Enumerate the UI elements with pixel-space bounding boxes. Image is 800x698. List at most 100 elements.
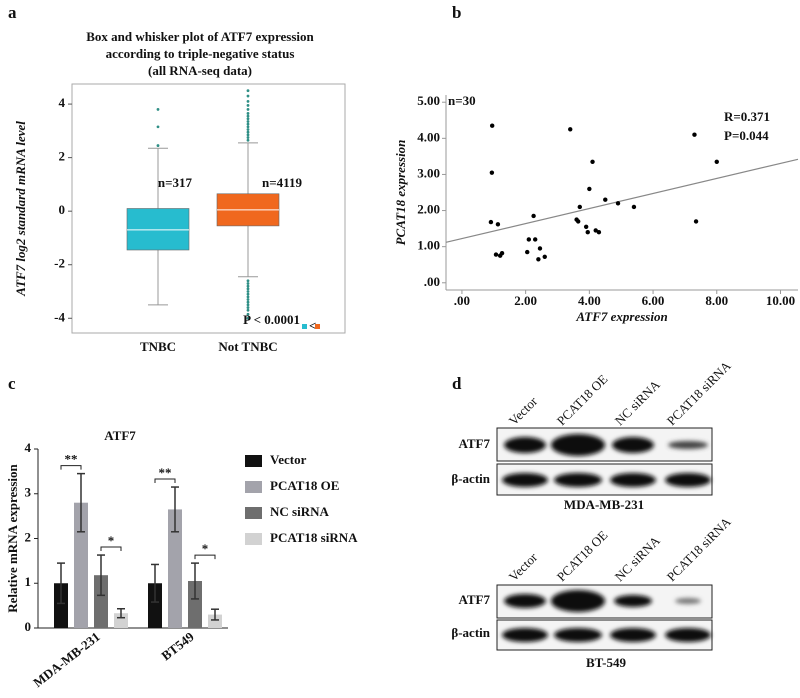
point <box>631 204 637 210</box>
panel-label: c <box>8 374 16 393</box>
y-tick-label: -2 <box>54 256 65 271</box>
chart-title: ATF7 <box>104 428 136 443</box>
y-tick-label: 2.00 <box>417 202 440 217</box>
x-tick-label: 4.00 <box>578 293 601 308</box>
y-tick-label: 4.00 <box>417 129 440 144</box>
cell-line: BT-549 <box>586 655 626 670</box>
panel-label: b <box>452 3 461 22</box>
point <box>577 204 582 210</box>
outlier <box>246 108 250 111</box>
x-tick-label: BT549 <box>158 629 197 664</box>
chart-title: Box and whisker plot of ATF7 expression <box>86 29 314 44</box>
outlier <box>246 303 250 307</box>
outlier <box>246 295 250 299</box>
panel-label: a <box>8 3 17 22</box>
panel-label: d <box>452 374 462 393</box>
legend-label: NC siRNA <box>270 504 329 519</box>
outlier <box>156 144 160 147</box>
row-label: ATF7 <box>458 592 490 607</box>
y-tick-label: 1.00 <box>417 238 440 253</box>
x-tick-label: MDA-MB-231 <box>30 629 102 690</box>
blot-panel: Vector PCAT18 OE NC siRNA PCAT18 siRNA A… <box>451 358 734 670</box>
cell-line: MDA-MB-231 <box>564 497 644 512</box>
x-tick-label: TNBC <box>140 339 176 354</box>
outlier <box>246 290 250 293</box>
legend-swatch <box>245 533 262 545</box>
y-axis-label: ATF7 log2 standard mRNA level <box>13 121 28 297</box>
outlier <box>246 284 250 288</box>
significance-bracket <box>154 478 176 484</box>
y-tick-label: 2 <box>25 529 32 544</box>
outlier <box>246 308 250 312</box>
point <box>585 230 590 235</box>
point <box>596 230 602 235</box>
legend-swatch <box>245 481 262 493</box>
y-tick-label: 2 <box>59 149 66 164</box>
bands <box>502 434 711 487</box>
outlier <box>246 125 250 129</box>
legend-chip <box>315 324 320 329</box>
x-axis-label: ATF7 expression <box>575 309 667 324</box>
point <box>525 249 530 255</box>
point <box>537 246 543 251</box>
legend-chip <box>302 324 307 329</box>
point <box>493 252 499 257</box>
y-tick-label: 3.00 <box>417 165 440 180</box>
significance-bracket <box>60 465 82 470</box>
outlier <box>246 94 250 98</box>
outlier <box>246 122 250 126</box>
lane-label: PCAT18 OE <box>554 371 611 428</box>
bar <box>168 509 182 628</box>
outlier <box>246 300 250 304</box>
significance-label: * <box>108 533 115 548</box>
y-tick-label: -4 <box>54 309 65 324</box>
point <box>488 219 494 225</box>
x-tick-label: 2.00 <box>514 293 537 308</box>
annotation: P < 0.0001 <box>243 312 300 327</box>
box <box>126 208 190 251</box>
y-tick-label: 0 <box>25 619 32 634</box>
y-tick-label: .00 <box>424 274 440 289</box>
lane-label: NC siRNA <box>612 377 664 429</box>
point <box>583 224 589 230</box>
annotation: P=0.044 <box>724 128 769 143</box>
point <box>489 170 495 175</box>
row-label: β-actin <box>451 471 490 486</box>
outlier <box>246 128 250 131</box>
bar <box>94 575 108 628</box>
legend-label: PCAT18 OE <box>270 478 339 493</box>
x-tick-label: 8.00 <box>705 293 728 308</box>
outlier <box>246 133 250 137</box>
plot-frame <box>71 83 346 334</box>
y-tick-label: 5.00 <box>417 93 440 108</box>
outlier <box>246 120 250 123</box>
point <box>489 123 495 128</box>
bar <box>74 502 88 628</box>
lane-label: Vector <box>506 393 541 428</box>
row-label: ATF7 <box>458 436 490 451</box>
y-axis-label: PCAT18 expression <box>393 140 408 246</box>
outlier <box>246 292 250 296</box>
lt-sign: < <box>309 318 316 333</box>
bar <box>208 614 222 628</box>
outlier <box>246 89 250 93</box>
annotation: R=0.371 <box>724 109 770 124</box>
point <box>693 219 699 224</box>
point <box>542 254 547 259</box>
outlier <box>246 279 250 283</box>
significance-bracket <box>100 546 122 552</box>
row-label: β-actin <box>451 625 490 640</box>
point <box>499 250 505 256</box>
bar <box>54 583 68 628</box>
outlier <box>156 108 160 111</box>
y-tick-label: 4 <box>59 95 66 110</box>
lane-label: NC siRNA <box>612 533 664 585</box>
bar <box>148 583 162 628</box>
y-tick-label: 1 <box>25 574 32 589</box>
legend-swatch <box>245 455 262 467</box>
y-tick-label: 0 <box>59 202 66 217</box>
outlier <box>246 282 250 285</box>
outlier <box>246 117 250 121</box>
chart-title: according to triple-negative status <box>106 46 295 61</box>
